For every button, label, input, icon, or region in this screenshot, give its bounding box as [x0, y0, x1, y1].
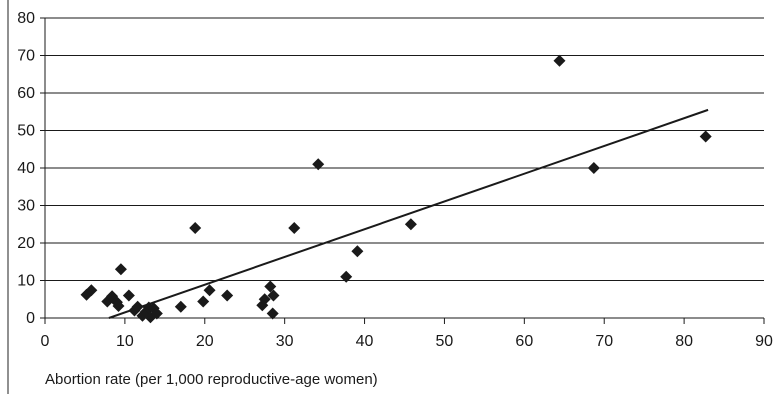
y-tick-label-20: 20 — [17, 235, 35, 252]
data-point-34 — [699, 130, 712, 143]
y-tick-label-50: 50 — [17, 123, 35, 140]
y-tick-label-70: 70 — [17, 48, 35, 65]
data-point-27 — [288, 222, 301, 234]
data-point-8 — [122, 289, 135, 302]
data-point-33 — [587, 162, 600, 174]
y-tick-label-60: 60 — [17, 85, 35, 102]
y-tick-label-0: 0 — [26, 310, 35, 327]
x-tick-label-40: 40 — [356, 333, 374, 350]
data-point-10 — [131, 300, 144, 313]
data-point-19 — [197, 295, 210, 308]
data-point-31 — [404, 218, 417, 231]
x-tick-label-30: 30 — [276, 333, 294, 350]
x-tick-label-80: 80 — [675, 333, 693, 350]
data-point-30 — [351, 245, 364, 258]
y-tick-label-40: 40 — [17, 160, 35, 177]
x-tick-label-20: 20 — [196, 333, 214, 350]
x-tick-label-90: 90 — [755, 333, 773, 350]
data-point-29 — [340, 270, 353, 283]
gridlines — [45, 17, 764, 281]
y-tick-label-80: 80 — [17, 10, 35, 27]
data-point-23 — [258, 293, 271, 306]
data-point-25 — [267, 289, 280, 302]
data-point-28 — [312, 158, 325, 171]
data-point-6 — [112, 300, 125, 312]
data-point-24 — [264, 280, 277, 293]
data-point-18 — [189, 222, 202, 234]
axes: 0 10 20 30 40 50 60 70 80 0 10 20 30 40 50 60 70 80 90 — [17, 10, 773, 350]
x-tick-label-70: 70 — [595, 333, 613, 350]
x-tick-label-50: 50 — [436, 333, 454, 350]
data-point-26 — [266, 307, 279, 320]
data-point-16 — [150, 307, 163, 320]
data-point-32 — [553, 54, 566, 67]
trendline — [108, 108, 709, 319]
data-point-20 — [203, 284, 216, 297]
trendline-group — [108, 108, 709, 319]
data-point-21 — [221, 289, 234, 302]
y-tick-label-10: 10 — [17, 273, 35, 290]
x-tick-label-0: 0 — [41, 333, 50, 350]
data-points — [80, 54, 712, 324]
x-tick-label-10: 10 — [116, 333, 134, 350]
x-tick-label-60: 60 — [515, 333, 533, 350]
data-point-7 — [114, 263, 127, 276]
data-point-2 — [85, 284, 98, 297]
y-tick-label-30: 30 — [17, 198, 35, 215]
data-point-17 — [174, 300, 187, 313]
x-axis-title: Abortion rate (per 1,000 reproductive-ag… — [45, 371, 378, 388]
